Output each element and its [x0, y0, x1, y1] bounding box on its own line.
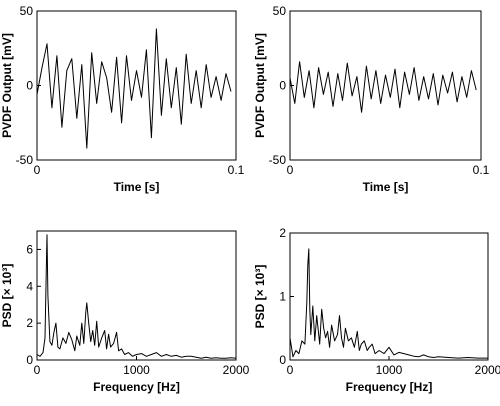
- x-tick-label: 1000: [376, 363, 403, 377]
- x-axis-label: Time [s]: [114, 180, 160, 194]
- chart-panel-4: 0 1000 2000 0 1 2 Frequency [Hz] PSD [× 10³]: [253, 226, 500, 394]
- y-axis-label: PSD [× 10³]: [253, 265, 267, 329]
- y-tick-label: 2: [26, 316, 33, 330]
- x-tick-label: 2000: [223, 363, 250, 377]
- x-axis-label: Frequency [Hz]: [346, 380, 433, 394]
- series-line: [36, 28, 232, 149]
- y-tick-label: -50: [16, 153, 34, 167]
- x-tick-label: 0: [287, 163, 294, 177]
- plot-frame: [289, 10, 482, 161]
- x-tick-label: 2000: [475, 363, 500, 377]
- series-line: [36, 234, 237, 359]
- x-tick-label: 1000: [123, 363, 150, 377]
- x-tick-label: 0: [34, 163, 41, 177]
- x-tick-label: 0.1: [473, 163, 490, 177]
- y-tick-label: 50: [20, 4, 34, 18]
- x-tick-label: 0: [287, 363, 294, 377]
- y-axis-label: PSD [× 10³]: [0, 264, 14, 328]
- series-line: [289, 61, 477, 113]
- y-tick-label: 4: [26, 279, 33, 293]
- y-axis-label: PVDF Output [mV]: [253, 33, 267, 138]
- y-tick-label: -50: [269, 153, 287, 167]
- x-tick-label: 0.1: [228, 163, 245, 177]
- plot-frame: [36, 10, 237, 161]
- y-tick-label: 0: [26, 79, 33, 93]
- y-tick-label: 0: [279, 79, 286, 93]
- y-tick-label: 2: [279, 226, 286, 240]
- y-tick-label: 50: [273, 4, 287, 18]
- series-line: [289, 248, 488, 359]
- y-tick-label: 0: [279, 353, 286, 367]
- x-tick-label: 0: [34, 363, 41, 377]
- chart-panel-3: 0 1000 2000 0 2 4 6 Frequency [Hz] PSD [× 10³]: [0, 230, 250, 394]
- x-axis-label: Frequency [Hz]: [93, 380, 180, 394]
- x-axis-label: Time [s]: [363, 180, 409, 194]
- y-axis-label: PVDF Output [mV]: [0, 33, 14, 138]
- y-tick-label: 6: [26, 242, 33, 256]
- y-tick-label: 0: [26, 353, 33, 367]
- y-tick-label: 1: [279, 290, 286, 304]
